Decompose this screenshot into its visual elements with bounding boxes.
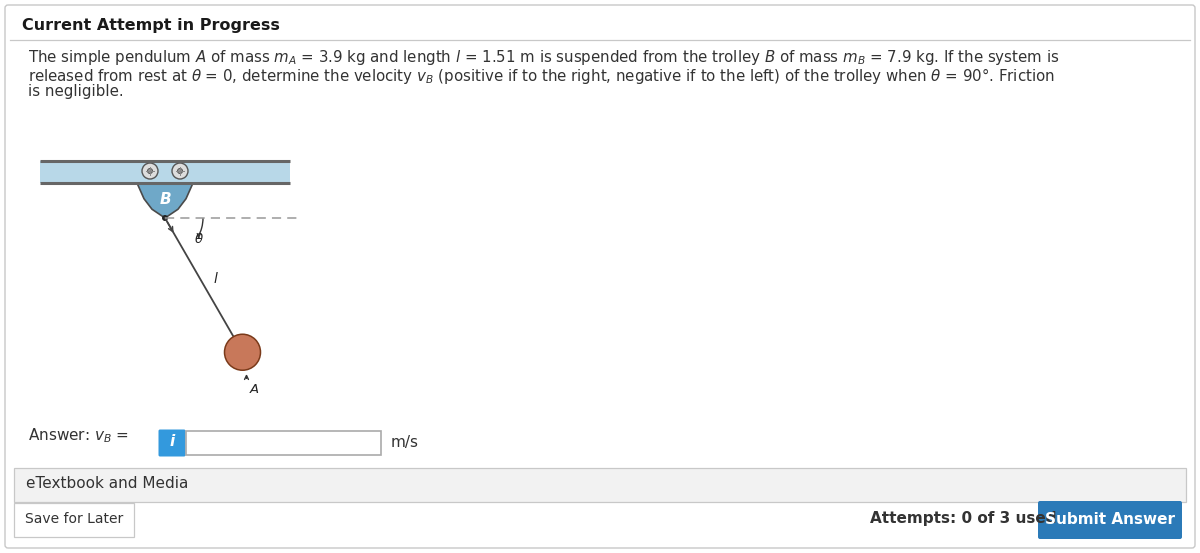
- Circle shape: [224, 334, 260, 371]
- Text: The simple pendulum $\mathit{A}$ of mass $m_A$ = 3.9 kg and length $l$ = 1.51 m : The simple pendulum $\mathit{A}$ of mass…: [28, 48, 1060, 67]
- Text: m/s: m/s: [391, 435, 419, 450]
- Circle shape: [148, 169, 152, 174]
- Circle shape: [178, 169, 182, 174]
- Text: i: i: [169, 435, 175, 450]
- FancyBboxPatch shape: [186, 431, 382, 455]
- Text: Answer: $v_B$ =: Answer: $v_B$ =: [28, 427, 131, 445]
- Text: Current Attempt in Progress: Current Attempt in Progress: [22, 18, 280, 33]
- FancyBboxPatch shape: [5, 5, 1195, 548]
- Circle shape: [162, 215, 168, 221]
- FancyBboxPatch shape: [1038, 501, 1182, 539]
- Text: $\theta$: $\theta$: [193, 232, 203, 246]
- Text: Submit Answer: Submit Answer: [1045, 512, 1175, 526]
- Polygon shape: [137, 183, 193, 218]
- Text: is negligible.: is negligible.: [28, 84, 124, 99]
- Circle shape: [142, 163, 158, 179]
- Text: Attempts: 0 of 3 used: Attempts: 0 of 3 used: [870, 512, 1056, 526]
- Text: released from rest at $\theta$ = 0, determine the velocity $v_B$ (positive if to: released from rest at $\theta$ = 0, dete…: [28, 66, 1055, 86]
- Circle shape: [172, 163, 188, 179]
- FancyBboxPatch shape: [14, 468, 1186, 502]
- Bar: [40, 161, 290, 183]
- Text: B: B: [160, 192, 170, 207]
- Text: $l$: $l$: [212, 270, 218, 285]
- Text: eTextbook and Media: eTextbook and Media: [26, 477, 188, 492]
- Circle shape: [233, 342, 242, 352]
- FancyBboxPatch shape: [14, 503, 134, 537]
- Text: Save for Later: Save for Later: [25, 512, 124, 526]
- FancyBboxPatch shape: [158, 430, 186, 456]
- Text: A: A: [250, 383, 259, 397]
